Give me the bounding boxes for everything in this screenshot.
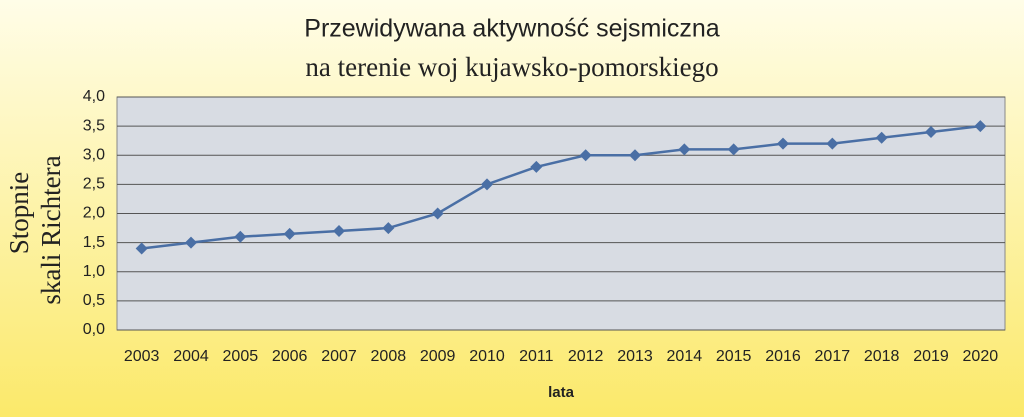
x-tick-label: 2016 (765, 348, 801, 365)
chart-subtitle: na terenie woj kujawsko-pomorskiego (305, 52, 718, 82)
y-axis-label: Stopnie (4, 172, 34, 255)
marker (727, 143, 740, 156)
y-axis-label: skali Richtera (36, 155, 66, 304)
marker (135, 242, 148, 255)
x-tick-label: 2018 (864, 348, 900, 365)
y-tick-label: 3,5 (83, 117, 105, 134)
marker (530, 160, 543, 173)
x-tick-label: 2012 (568, 348, 604, 365)
x-tick-label: 2017 (815, 348, 851, 365)
y-tick-label: 0,5 (83, 292, 105, 309)
x-tick-label: 2013 (617, 348, 653, 365)
y-tick-label: 3,0 (83, 146, 105, 163)
marker (925, 125, 937, 138)
x-tick-label: 2011 (519, 348, 554, 365)
marker (431, 207, 444, 220)
x-tick-label: 2004 (173, 348, 209, 365)
y-tick-label: 4,0 (83, 88, 105, 105)
marker (333, 224, 345, 237)
marker (185, 236, 197, 249)
marker (382, 222, 395, 235)
x-tick-label: 2005 (223, 348, 259, 365)
marker (234, 230, 247, 243)
x-tick-label: 2007 (321, 348, 357, 365)
x-tick-label: 2015 (716, 348, 752, 365)
x-tick-label: 2020 (963, 348, 999, 365)
marker (579, 149, 592, 162)
marker (678, 143, 691, 156)
y-tick-label: 0,0 (83, 321, 105, 338)
marker (826, 137, 839, 150)
marker (283, 227, 296, 240)
y-tick-label: 2,0 (83, 205, 105, 222)
y-tick-label: 1,0 (83, 263, 105, 280)
x-tick-label: 2019 (913, 348, 949, 365)
chart-title: Przewidywana aktywność sejsmiczna (304, 15, 720, 43)
line (141, 124, 981, 250)
x-axis-label: lata (548, 384, 575, 401)
x-tick-label: 2009 (420, 348, 456, 365)
marker (777, 137, 789, 150)
y-tick-label: 2,5 (83, 176, 105, 193)
x-tick-label: 2003 (124, 348, 160, 365)
y-tick-label: 1,5 (83, 234, 105, 251)
x-tick-label: 2014 (667, 348, 703, 365)
marker (974, 120, 987, 133)
x-tick-label: 2010 (469, 348, 505, 365)
marker (875, 131, 888, 144)
x-tick-label: 2008 (371, 348, 407, 365)
marker (629, 149, 641, 162)
x-tick-label: 2006 (272, 348, 308, 365)
marker (481, 178, 493, 191)
